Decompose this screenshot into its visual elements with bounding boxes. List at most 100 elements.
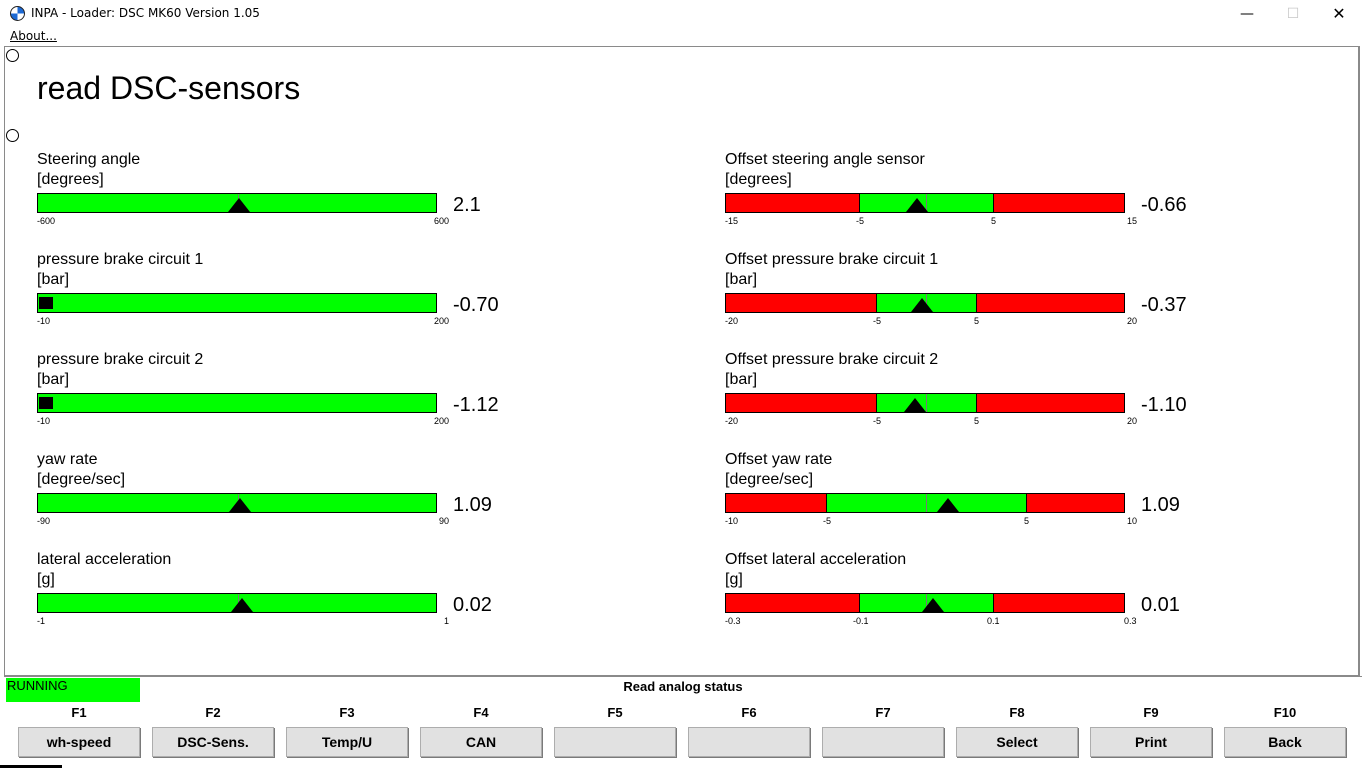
- sensor-bar: [725, 493, 1125, 513]
- fkey-label-f8: F8: [1009, 705, 1025, 720]
- f8-select-button[interactable]: Select: [956, 727, 1078, 757]
- fkey-label-f2: F2: [205, 705, 221, 720]
- maximize-button[interactable]: ☐: [1286, 6, 1300, 22]
- f9-print-button[interactable]: Print: [1090, 727, 1212, 757]
- value-marker: [911, 298, 933, 312]
- sensor-pressure-brake-circuit-1: pressure brake circuit 1 [bar] -0.70 -10…: [37, 250, 557, 340]
- fkey-label-f7: F7: [875, 705, 891, 720]
- sensor-yaw-rate: yaw rate [degree/sec] 1.09 -90 90: [37, 450, 557, 540]
- minimize-button[interactable]: —: [1240, 6, 1254, 22]
- fkey-label-f6: F6: [741, 705, 757, 720]
- scale-min-label: -10: [37, 416, 51, 426]
- sensor-value: -1.12: [453, 394, 499, 416]
- radio-button-1[interactable]: [6, 49, 19, 62]
- sensor-unit: [degree/sec]: [725, 471, 814, 488]
- sensor-unit: [g]: [37, 571, 55, 588]
- close-button[interactable]: ✕: [1332, 4, 1346, 23]
- sensor-unit: [degrees]: [37, 171, 104, 188]
- sensor-bar: [725, 593, 1125, 613]
- zone-border-high: [993, 194, 994, 212]
- zone-border-low: [859, 594, 860, 612]
- sensor-offset-pressure-brake-circuit-1: Offset pressure brake circuit 1 [bar] -0…: [725, 250, 1245, 340]
- scale-high-label: 5: [974, 316, 980, 326]
- sensor-bar: [725, 393, 1125, 413]
- value-marker: [922, 598, 944, 612]
- status-area: Read analog status RUNNING F1 F2 F3 F4 F…: [4, 676, 1362, 769]
- sensor-value: -0.37: [1141, 294, 1187, 316]
- taskbar-edge: [0, 765, 62, 768]
- f7-button[interactable]: [822, 727, 944, 757]
- zero-line: [926, 394, 927, 412]
- out-of-range-zone-low: [726, 494, 826, 512]
- sensor-bar: [725, 193, 1125, 213]
- sensor-unit: [bar]: [725, 271, 758, 288]
- sensor-label: pressure brake circuit 2: [37, 351, 204, 368]
- sensor-label: Offset pressure brake circuit 2: [725, 351, 939, 368]
- f1-wh-speed-button[interactable]: wh-speed: [18, 727, 140, 757]
- scale-high-label: 5: [1024, 516, 1030, 526]
- f3-temp-u-button[interactable]: Temp/U: [286, 727, 408, 757]
- scale-min-label: -1: [37, 616, 46, 626]
- sensor-label: Offset pressure brake circuit 1: [725, 251, 939, 268]
- sensor-label: Offset lateral acceleration: [725, 551, 907, 568]
- f4-can-button[interactable]: CAN: [420, 727, 542, 757]
- sensor-label: Offset steering angle sensor: [725, 151, 925, 168]
- sensor-bar: [37, 393, 437, 413]
- f10-back-button[interactable]: Back: [1224, 727, 1346, 757]
- sensor-value: 1.09: [1141, 494, 1180, 516]
- out-of-range-zone-high: [992, 594, 1124, 612]
- sensor-offset-steering-angle: Offset steering angle sensor [degrees] -…: [725, 150, 1245, 240]
- sensor-steering-angle: Steering angle [degrees] 2.1 -600 600: [37, 150, 557, 240]
- sensor-label: pressure brake circuit 1: [37, 251, 204, 268]
- window-title: INPA - Loader: DSC MK60 Version 1.05: [31, 6, 260, 20]
- sensor-label: Offset yaw rate: [725, 451, 833, 468]
- fkey-label-f10: F10: [1273, 705, 1297, 720]
- out-of-range-zone-low: [726, 394, 876, 412]
- sensor-bar: [37, 193, 437, 213]
- scale-min-label: -20: [725, 316, 739, 326]
- zone-border-high: [993, 594, 994, 612]
- f2-dsc-sens-button[interactable]: DSC-Sens.: [152, 727, 274, 757]
- scale-max-label: 200: [434, 416, 450, 426]
- sensor-unit: [bar]: [37, 271, 70, 288]
- out-of-range-zone-low: [726, 294, 876, 312]
- f5-button[interactable]: [554, 727, 676, 757]
- scale-high-label: 0.1: [987, 616, 1000, 626]
- sensor-bar: [37, 593, 437, 613]
- scale-min-label: -10: [37, 316, 51, 326]
- scale-high-label: 5: [974, 416, 980, 426]
- sensor-unit: [bar]: [37, 371, 70, 388]
- zone-border-low: [876, 294, 877, 312]
- sensor-lateral-acceleration: lateral acceleration [g] 0.02 -1 1: [37, 550, 557, 640]
- menu-item-about[interactable]: About...: [10, 29, 57, 43]
- sensor-offset-lateral-acceleration: Offset lateral acceleration [g] 0.01 -0.…: [725, 550, 1245, 640]
- menu-bar: About...: [0, 28, 1366, 46]
- scale-low-label: -5: [873, 416, 882, 426]
- scale-min-label: -90: [37, 516, 51, 526]
- sensor-value: 0.02: [453, 594, 492, 616]
- sensor-offset-pressure-brake-circuit-2: Offset pressure brake circuit 2 [bar] -1…: [725, 350, 1245, 440]
- sensor-value: -0.70: [453, 294, 499, 316]
- value-marker: [904, 398, 926, 412]
- scale-min-label: -10: [725, 516, 739, 526]
- sensor-value: -0.66: [1141, 194, 1187, 216]
- scale-high-label: 5: [991, 216, 997, 226]
- zone-border-high: [976, 294, 977, 312]
- f6-button[interactable]: [688, 727, 810, 757]
- bmw-logo-icon: [10, 6, 25, 21]
- fkey-label-f3: F3: [339, 705, 355, 720]
- out-of-range-zone-low: [726, 594, 860, 612]
- fkey-label-f5: F5: [607, 705, 623, 720]
- fkey-label-f9: F9: [1143, 705, 1159, 720]
- scale-low-label: -5: [873, 316, 882, 326]
- scale-low-label: -0.1: [853, 616, 869, 626]
- radio-button-2[interactable]: [6, 129, 19, 142]
- out-of-range-zone-high: [976, 294, 1124, 312]
- scale-min-label: -15: [725, 216, 739, 226]
- value-marker: [228, 198, 250, 212]
- status-message: Read analog status: [623, 679, 743, 694]
- out-of-range-zone-high: [976, 394, 1124, 412]
- value-marker: [39, 297, 53, 309]
- scale-min-label: -600: [37, 216, 56, 226]
- sensor-label: yaw rate: [37, 451, 98, 468]
